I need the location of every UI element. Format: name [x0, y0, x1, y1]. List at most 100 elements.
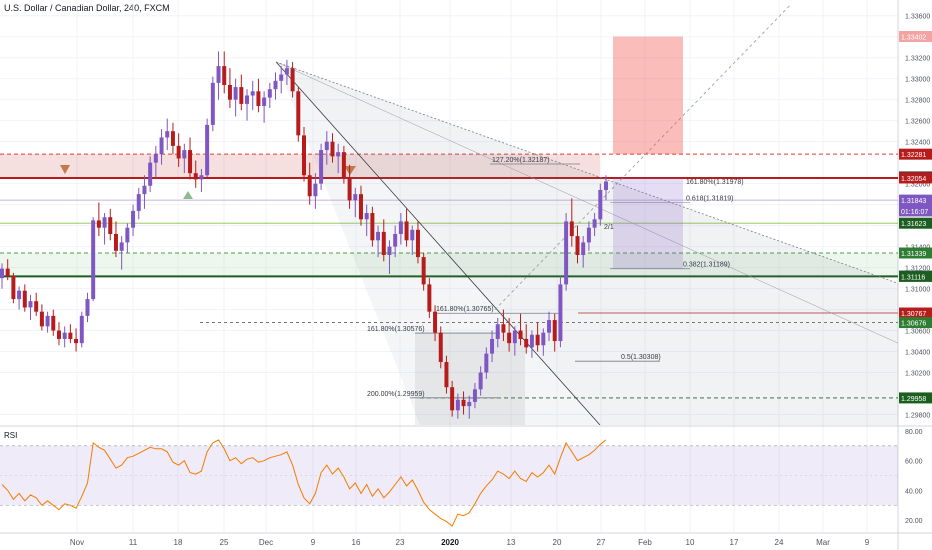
candle-body — [142, 185, 147, 195]
candle-body — [427, 284, 432, 312]
candle-body — [484, 353, 489, 373]
candle-body — [262, 97, 267, 106]
y-tick-label: 1.30200 — [905, 371, 930, 378]
candle-body — [210, 82, 215, 125]
candle-body — [165, 131, 170, 138]
pivot-high-marker — [60, 165, 70, 174]
price-badge-label: 1.31339 — [901, 251, 926, 258]
x-tick-label: 2020 — [441, 538, 459, 547]
x-tick-label: 27 — [597, 538, 606, 547]
fib-label: 127.20%(1.32187) — [492, 157, 550, 164]
pivot-low-marker — [183, 191, 193, 199]
candle-body — [108, 217, 113, 235]
candle-body — [68, 332, 73, 339]
x-tick-label: Mar — [816, 538, 830, 547]
price-badge-label: 01:16:07 — [901, 209, 928, 216]
price-badge-label: 1.29958 — [901, 396, 926, 403]
price-badge — [899, 205, 932, 217]
candle-body — [319, 150, 324, 184]
candle-body — [410, 229, 415, 241]
price-badge-label: 1.31116 — [901, 274, 925, 281]
x-tick-label: Dec — [259, 538, 273, 547]
candle-body — [461, 399, 466, 407]
y-tick-label: 1.31000 — [905, 287, 930, 294]
price-badge-label: 1.30676 — [901, 321, 926, 328]
fan-line — [275, 61, 601, 425]
price-badge-label: 1.31843 — [901, 198, 926, 205]
price-badge — [899, 148, 932, 160]
x-tick-label: 13 — [507, 538, 516, 547]
y-tick-label: 1.30600 — [905, 329, 930, 336]
candle-body — [22, 290, 27, 308]
candle-body — [284, 68, 289, 75]
candle-body — [472, 389, 477, 402]
rsi-band — [0, 445, 898, 506]
y-tick-label: 1.29800 — [905, 413, 930, 420]
fan-line — [275, 61, 898, 344]
x-tick-label: 11 — [129, 538, 138, 547]
rsi-tick-label: 80.00 — [905, 429, 923, 436]
price-badge-label: 1.32281 — [901, 152, 926, 159]
candle-body — [353, 194, 358, 201]
candle-body — [267, 89, 272, 98]
candle-body — [387, 246, 392, 255]
price-badge — [899, 317, 932, 329]
candle-body — [279, 74, 284, 81]
price-badge-label: 1.33402 — [901, 35, 926, 42]
candle-body — [501, 324, 506, 333]
price-badge — [899, 31, 932, 43]
candle-body — [216, 66, 221, 83]
x-tick-label: 10 — [686, 538, 695, 547]
candle-body — [45, 315, 50, 327]
candle-body — [376, 231, 381, 241]
chart-title: U.S. Dollar / Canadian Dollar, 240, FXCM — [4, 3, 170, 13]
candle-body — [296, 91, 301, 136]
candle-body — [239, 87, 244, 104]
candle-body — [91, 220, 96, 300]
candle-body — [205, 124, 210, 176]
candle-body — [148, 162, 153, 186]
candle-body — [0, 268, 4, 279]
price-badge — [899, 307, 932, 319]
candle-body — [96, 220, 101, 228]
candle-body — [159, 137, 164, 155]
candle-body — [51, 315, 56, 331]
price-badge-label: 1.32054 — [901, 176, 926, 183]
candle-body — [495, 324, 500, 339]
candle-body — [34, 301, 39, 312]
candle-body — [507, 332, 512, 344]
candle-body — [370, 213, 375, 241]
price-axis: Nov 11 18 25 Dec 9 16 23 2020 13 20 27 Feb 10 17 24 Mar 9… — [70, 14, 932, 547]
candle-body — [404, 221, 409, 241]
rsi-tick-label: 20.00 — [905, 518, 923, 525]
candle-body — [421, 257, 426, 285]
candle-body — [119, 242, 124, 251]
candle-body — [330, 141, 335, 157]
price-badge — [899, 270, 932, 282]
candle-body — [552, 320, 557, 342]
fan-area — [276, 61, 898, 425]
y-tick-label: 1.30400 — [905, 350, 930, 357]
candle-body — [39, 311, 44, 327]
y-tick-label: 1.32800 — [905, 98, 930, 105]
candle-body — [581, 242, 586, 255]
candle-body — [341, 152, 346, 178]
candle-body — [381, 231, 386, 255]
rsi-tick-label: 60.00 — [905, 459, 923, 466]
candle-body — [547, 320, 552, 333]
y-tick-label: 1.33200 — [905, 56, 930, 63]
price-badge — [899, 172, 932, 184]
candle-body — [153, 154, 158, 163]
candle-body — [302, 135, 306, 176]
candle-body — [250, 91, 255, 96]
candle-body — [478, 372, 483, 390]
candle-body — [393, 234, 398, 247]
candle-body — [592, 219, 597, 228]
candle-body — [415, 229, 420, 258]
fib-label: 200.00%(1.29959) — [367, 391, 425, 398]
candle-body — [79, 315, 84, 344]
candle-body — [535, 334, 540, 346]
candle-body — [313, 183, 318, 197]
candle-body — [541, 332, 546, 346]
